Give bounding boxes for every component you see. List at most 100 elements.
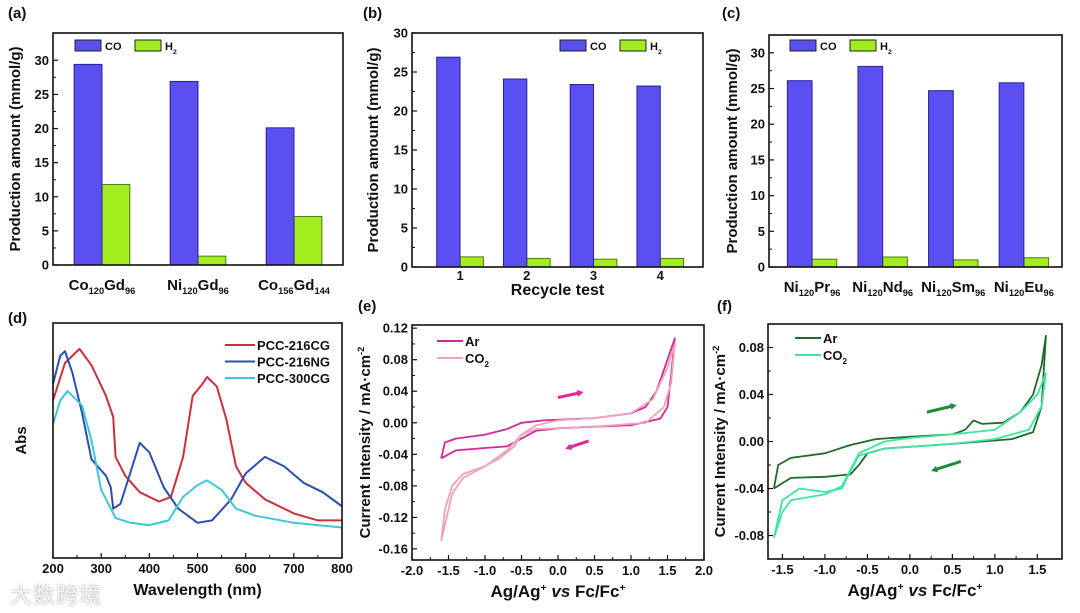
y-tick-label: 10: [394, 182, 408, 197]
bar-h2: [526, 257, 551, 268]
series-line-ar: [773, 334, 1047, 490]
direction-arrow: [934, 460, 962, 472]
x-tick-label: 0.5: [585, 563, 603, 578]
y-tick-label: 20: [751, 117, 765, 132]
bar-co: [857, 65, 884, 268]
series-line-co2: [773, 372, 1047, 539]
y-tick-label: -0.04: [734, 481, 764, 496]
y-tick-label: 10: [751, 188, 765, 203]
y-tick-label: 0.08: [383, 352, 408, 367]
watermark: 大数跨境: [10, 584, 103, 609]
y-tick-label: 0.00: [739, 434, 764, 449]
x-tick-label: 0.5: [943, 562, 961, 577]
x-tick-label: 2.0: [695, 563, 713, 578]
y-tick-label: 0.04: [383, 384, 409, 399]
x-tick-label: -1.5: [771, 562, 793, 577]
x-tick-label: 4: [657, 268, 665, 283]
legend-label: PCC-216NG: [257, 355, 330, 370]
arrow-head-icon: [576, 390, 584, 397]
legend-label: CO2: [465, 351, 490, 369]
series-line-pcc-216ng: [53, 350, 342, 524]
bar-co: [169, 80, 199, 266]
category-label: Ni120Nd96: [852, 279, 913, 298]
bar-h2: [952, 259, 979, 268]
x-tick-label: -1.0: [814, 562, 836, 577]
bar-co: [928, 90, 954, 268]
y-tick-label: 0: [401, 260, 408, 275]
legend-swatch: [849, 39, 877, 52]
y-tick-label: 25: [35, 87, 49, 102]
x-tick-label: 500: [187, 561, 209, 576]
plot-frame: [52, 32, 344, 266]
y-tick-label: 30: [394, 26, 408, 41]
y-tick-label: -0.08: [734, 528, 764, 543]
legend-label: CO: [105, 41, 122, 53]
x-tick-label: 1.5: [1028, 562, 1046, 577]
category-label: Ni120Gd96: [167, 277, 229, 296]
legend-swatch: [619, 39, 647, 52]
legend-label: PCC-300CG: [257, 371, 330, 386]
series-line-pcc-216cg: [53, 347, 342, 522]
x-tick-label: 3: [590, 268, 597, 283]
y-axis-label: Current Intensity / mA·cm-2: [356, 347, 374, 539]
x-tick-label: 1.0: [622, 563, 640, 578]
panel-f: (f) -0.08 -0.04 0.00 0.04 0.08 -1.5 -1.0 -0.5 0.0…: [711, 298, 1063, 600]
series-line-ar: [440, 337, 676, 460]
y-tick-label: 20: [35, 121, 49, 136]
y-tick-label: 0.00: [383, 415, 408, 430]
bar-h2: [1023, 257, 1050, 268]
legend-swatch: [559, 39, 587, 52]
legend-label: CO: [590, 41, 607, 53]
legend-label: CO2: [823, 348, 848, 366]
direction-arrow: [926, 404, 954, 414]
bar-h2: [882, 256, 908, 268]
panel-e: (e) -0.16 -0.12 -0.08 -0.04 0.00 0.04 0.08 0.12 -…: [356, 298, 713, 601]
legend-label: Ar: [465, 334, 479, 349]
legend-label: PCC-216CG: [257, 338, 330, 353]
plot-area: [53, 347, 342, 529]
x-tick-label: 0.0: [901, 562, 919, 577]
y-tick-label: -0.08: [378, 478, 408, 493]
panel-label: (d): [8, 310, 27, 327]
plot-frame: [411, 32, 704, 268]
x-tick-label: 800: [331, 561, 353, 576]
legend-swatch: [74, 39, 102, 52]
legend-label: H2: [165, 41, 177, 56]
arrow-head-icon: [931, 465, 939, 473]
bar-co: [569, 83, 595, 268]
y-tick-label: 25: [751, 81, 765, 96]
legend-swatch: [789, 39, 817, 52]
x-tick-label: 1.0: [986, 562, 1004, 577]
legend-swatch: [134, 39, 162, 52]
y-tick-label: 5: [758, 224, 765, 239]
x-tick-label: -1.5: [437, 563, 459, 578]
panel-label: (e): [358, 298, 376, 315]
bar-co: [265, 127, 295, 266]
bar-co: [636, 85, 661, 268]
plot-frame: [411, 324, 705, 561]
series-line-co2: [440, 343, 676, 542]
y-tick-label: 15: [35, 155, 49, 170]
plot-area: [440, 337, 676, 542]
y-tick-label: 30: [751, 45, 765, 60]
category-label: Ni120Pr96: [784, 279, 841, 298]
y-tick-label: 0: [758, 260, 765, 275]
plot-frame: [767, 323, 1063, 560]
legend-label: CO: [820, 41, 837, 53]
y-tick-label: 15: [394, 143, 408, 158]
bar-h2: [659, 257, 685, 268]
panel-d: (d) 200 300 400 500 600 700 800 Abs Wavelength (n…: [8, 310, 353, 599]
x-tick-label: -2.0: [401, 563, 423, 578]
y-tick-label: 0.12: [383, 321, 408, 336]
y-axis-label: Production amount (mmol/g): [365, 48, 382, 253]
panel-label: (c): [722, 5, 740, 22]
bar-h2: [293, 216, 323, 266]
bar-h2: [197, 255, 227, 266]
bar-co: [786, 80, 813, 268]
y-axis-label: Current Intensity / mA·cm-2: [711, 346, 729, 538]
x-tick-label: -1.0: [474, 563, 496, 578]
direction-arrow: [557, 391, 580, 400]
y-tick-label: -0.04: [378, 447, 408, 462]
x-tick-label: 600: [235, 561, 257, 576]
panel-label: (f): [717, 298, 732, 315]
